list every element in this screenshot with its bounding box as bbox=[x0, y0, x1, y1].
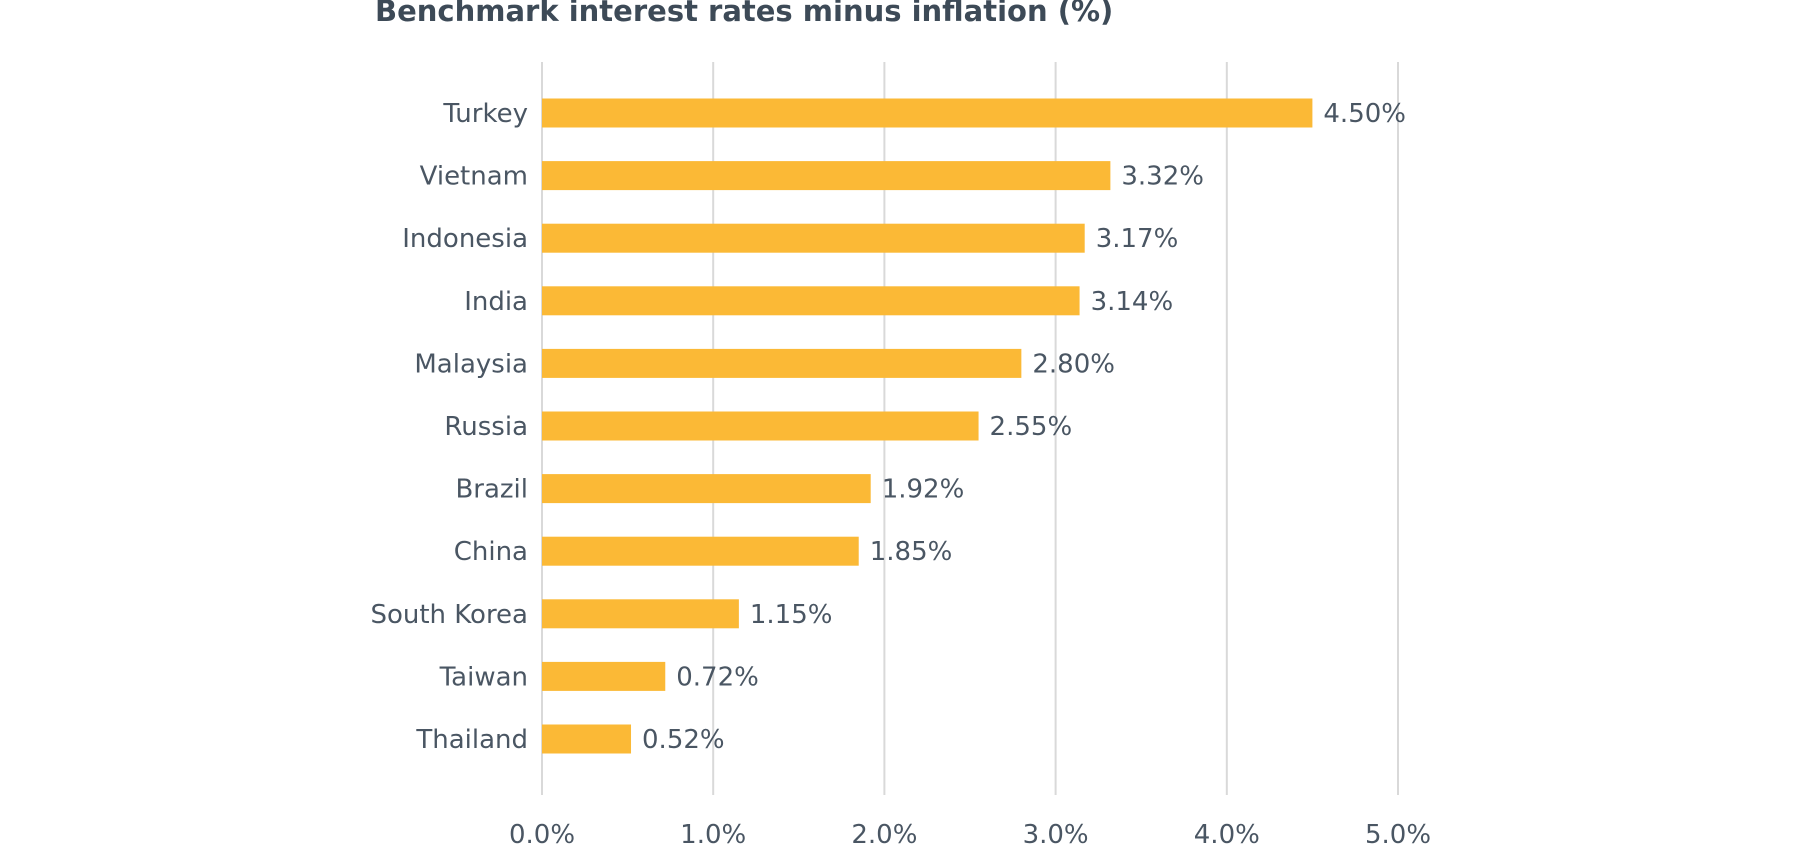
data-label: 3.32% bbox=[1121, 162, 1204, 192]
data-label: 1.85% bbox=[870, 537, 953, 567]
category-label: Taiwan bbox=[439, 662, 528, 692]
category-label: Indonesia bbox=[402, 224, 528, 254]
bar bbox=[542, 161, 1111, 191]
category-label: India bbox=[464, 287, 528, 317]
data-label: 1.92% bbox=[882, 475, 965, 505]
bar bbox=[542, 223, 1085, 253]
bar bbox=[542, 98, 1313, 128]
data-label: 0.72% bbox=[676, 662, 759, 692]
bar bbox=[542, 536, 859, 566]
chart-title: Benchmark interest rates minus inflation… bbox=[375, 0, 1114, 28]
category-label: Turkey bbox=[442, 99, 528, 129]
x-tick-label: 1.0% bbox=[680, 820, 746, 846]
category-label: China bbox=[454, 537, 528, 567]
category-label: Thailand bbox=[415, 725, 528, 755]
x-tick-label: 4.0% bbox=[1194, 820, 1260, 846]
bar bbox=[542, 411, 979, 441]
bars bbox=[542, 98, 1313, 754]
bar bbox=[542, 661, 666, 691]
data-label: 0.52% bbox=[642, 725, 725, 755]
category-label: Vietnam bbox=[420, 162, 528, 192]
x-tick-label: 3.0% bbox=[1023, 820, 1089, 846]
bar bbox=[542, 474, 871, 504]
x-tick-label: 5.0% bbox=[1365, 820, 1431, 846]
bar bbox=[542, 599, 739, 629]
data-label: 2.55% bbox=[990, 412, 1073, 442]
x-tick-label: 0.0% bbox=[509, 820, 575, 846]
category-label: South Korea bbox=[370, 600, 528, 630]
category-label: Russia bbox=[444, 412, 528, 442]
data-label: 3.17% bbox=[1096, 224, 1179, 254]
data-label: 2.80% bbox=[1032, 349, 1115, 379]
bar bbox=[542, 286, 1080, 316]
data-label: 4.50% bbox=[1323, 99, 1406, 129]
x-tick-label: 2.0% bbox=[851, 820, 917, 846]
bar bbox=[542, 724, 632, 754]
labels: 0.0% 1.0% 2.0% 3.0% 4.0% 5.0% Turkey 4.50% Vietn… bbox=[370, 99, 1431, 846]
data-label: 1.15% bbox=[750, 600, 833, 630]
bar bbox=[542, 348, 1022, 378]
data-label: 3.14% bbox=[1091, 287, 1174, 317]
category-label: Brazil bbox=[455, 475, 528, 505]
category-label: Malaysia bbox=[414, 349, 528, 379]
